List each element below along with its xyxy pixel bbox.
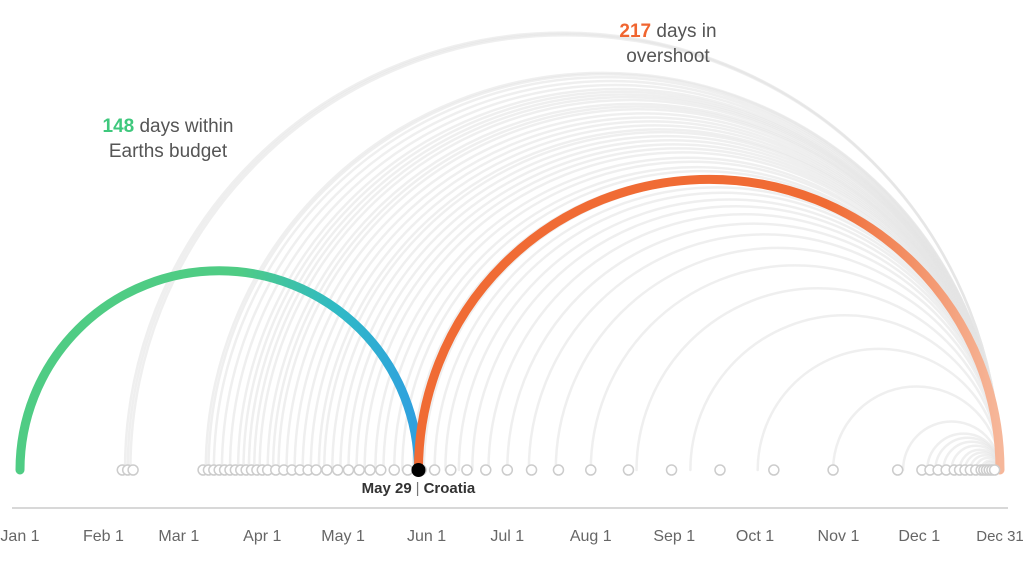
budget-days-label: 148 days within Earths budget — [68, 115, 268, 164]
axis-tick: Sep 1 — [653, 528, 695, 546]
axis-tick: Jul 1 — [490, 528, 524, 546]
axis-tick: Mar 1 — [158, 528, 199, 546]
budget-days-rest: days within — [134, 116, 233, 137]
axis-tick: Aug 1 — [570, 528, 612, 546]
axis-tick: Feb 1 — [83, 528, 124, 546]
highlight-marker-dot — [411, 463, 425, 477]
axis-tick: May 1 — [321, 528, 365, 546]
axis-tick: Dec 1 — [898, 528, 940, 546]
budget-days-line2: Earths budget — [109, 141, 227, 162]
axis-tick: Jan 1 — [0, 528, 39, 546]
axis-end-label: Dec 31 — [976, 528, 1024, 545]
overshoot-arc-chart: 148 days within Earths budget 217 days i… — [0, 0, 1024, 575]
axis-tick: Oct 1 — [736, 528, 774, 546]
budget-days-value: 148 — [103, 116, 135, 137]
axis-tick: Apr 1 — [243, 528, 281, 546]
overshoot-days-rest: days in — [651, 21, 716, 42]
background-arcs — [125, 33, 1000, 470]
separator: | — [416, 480, 420, 497]
overshoot-days-value: 217 — [619, 21, 651, 42]
country-dots — [117, 465, 999, 475]
axis-tick: Jun 1 — [407, 528, 446, 546]
axis-tick: Nov 1 — [818, 528, 860, 546]
overshoot-days-label: 217 days in overshoot — [588, 20, 748, 69]
overshoot-days-line2: overshoot — [626, 46, 709, 67]
highlight-country: Croatia — [424, 480, 476, 497]
highlight-marker-label: May 29|Croatia — [362, 480, 476, 497]
highlight-date: May 29 — [362, 480, 412, 497]
chart-svg — [0, 0, 1024, 575]
